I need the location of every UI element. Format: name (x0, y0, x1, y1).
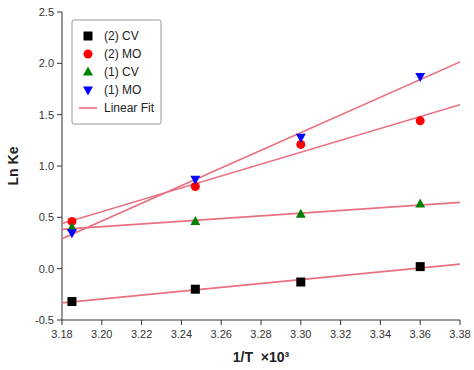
y-tick (57, 12, 62, 13)
x-tick (300, 320, 301, 325)
y-tick-label: 1.5 (39, 109, 54, 121)
point (296, 209, 306, 218)
y-tick-label: 2.0 (39, 57, 54, 69)
x-tick (460, 320, 461, 325)
x-tick (221, 320, 222, 325)
point (416, 262, 425, 271)
fit-line (62, 202, 460, 229)
x-tick-label: 3.18 (51, 328, 72, 340)
legend-label: Linear Fit (104, 101, 155, 115)
fit-line (62, 264, 460, 303)
legend-label: (2) CV (104, 29, 139, 43)
point (296, 134, 306, 143)
legend-swatch (83, 86, 93, 95)
legend-label: (1) CV (104, 65, 139, 79)
point (67, 297, 76, 306)
point (296, 278, 305, 287)
x-tick (181, 320, 182, 325)
y-tick (57, 114, 62, 115)
x-tick-label: 3.26 (210, 328, 231, 340)
legend-label: (1) MO (104, 83, 141, 97)
legend-swatch (84, 32, 93, 41)
point (415, 199, 425, 208)
x-tick (380, 320, 381, 325)
point (416, 116, 425, 125)
y-tick-label: 0.0 (39, 263, 54, 275)
axes: 3.18 3.20 3.22 3.24 3.26 3.28 3.30 3.32 3.34 3.36… (35, 6, 471, 340)
y-tick (57, 63, 62, 64)
y-tick (57, 268, 62, 269)
y-tick (57, 166, 62, 167)
chart: 3.18 3.20 3.22 3.24 3.26 3.28 3.30 3.32 3.34 3.36… (0, 0, 474, 370)
x-tick-label: 3.36 (409, 328, 430, 340)
x-axis-label: 1/T ×10³ (233, 349, 290, 365)
point (191, 285, 200, 294)
y-tick-label: -0.5 (35, 314, 54, 326)
y-tick-label: 2.5 (39, 6, 54, 18)
x-tick (420, 320, 421, 325)
x-tick-label: 3.24 (171, 328, 192, 340)
x-tick-label: 3.34 (370, 328, 391, 340)
fit-line (62, 62, 460, 239)
y-tick-label: 1.0 (39, 160, 54, 172)
legend-swatch (79, 107, 97, 109)
x-tick-label: 3.22 (131, 328, 152, 340)
y-tick-label: 0.5 (39, 211, 54, 223)
legend: (2) CV (2) MO (1) CV (1) MO Linear Fit (72, 20, 161, 124)
y-tick (57, 217, 62, 218)
x-tick (141, 320, 142, 325)
legend-swatch (84, 50, 93, 59)
legend-label: (2) MO (104, 47, 141, 61)
point (67, 229, 77, 238)
point (190, 216, 200, 225)
legend-box (72, 20, 161, 124)
y-axis-label: Ln Ke (5, 146, 21, 185)
x-tick (101, 320, 102, 325)
legend-swatch (83, 67, 93, 76)
point (415, 73, 425, 82)
x-tick (340, 320, 341, 325)
x-tick-label: 3.20 (91, 328, 112, 340)
x-tick-label: 3.32 (330, 328, 351, 340)
point (190, 176, 200, 185)
x-tick-label: 3.30 (290, 328, 311, 340)
x-tick-label: 3.28 (250, 328, 271, 340)
y-tick (57, 320, 62, 321)
x-tick (261, 320, 262, 325)
x-tick-label: 3.38 (449, 328, 470, 340)
x-tick (62, 320, 63, 325)
